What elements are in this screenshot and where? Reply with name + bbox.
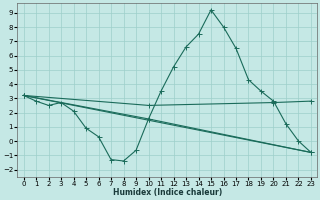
X-axis label: Humidex (Indice chaleur): Humidex (Indice chaleur) (113, 188, 222, 197)
